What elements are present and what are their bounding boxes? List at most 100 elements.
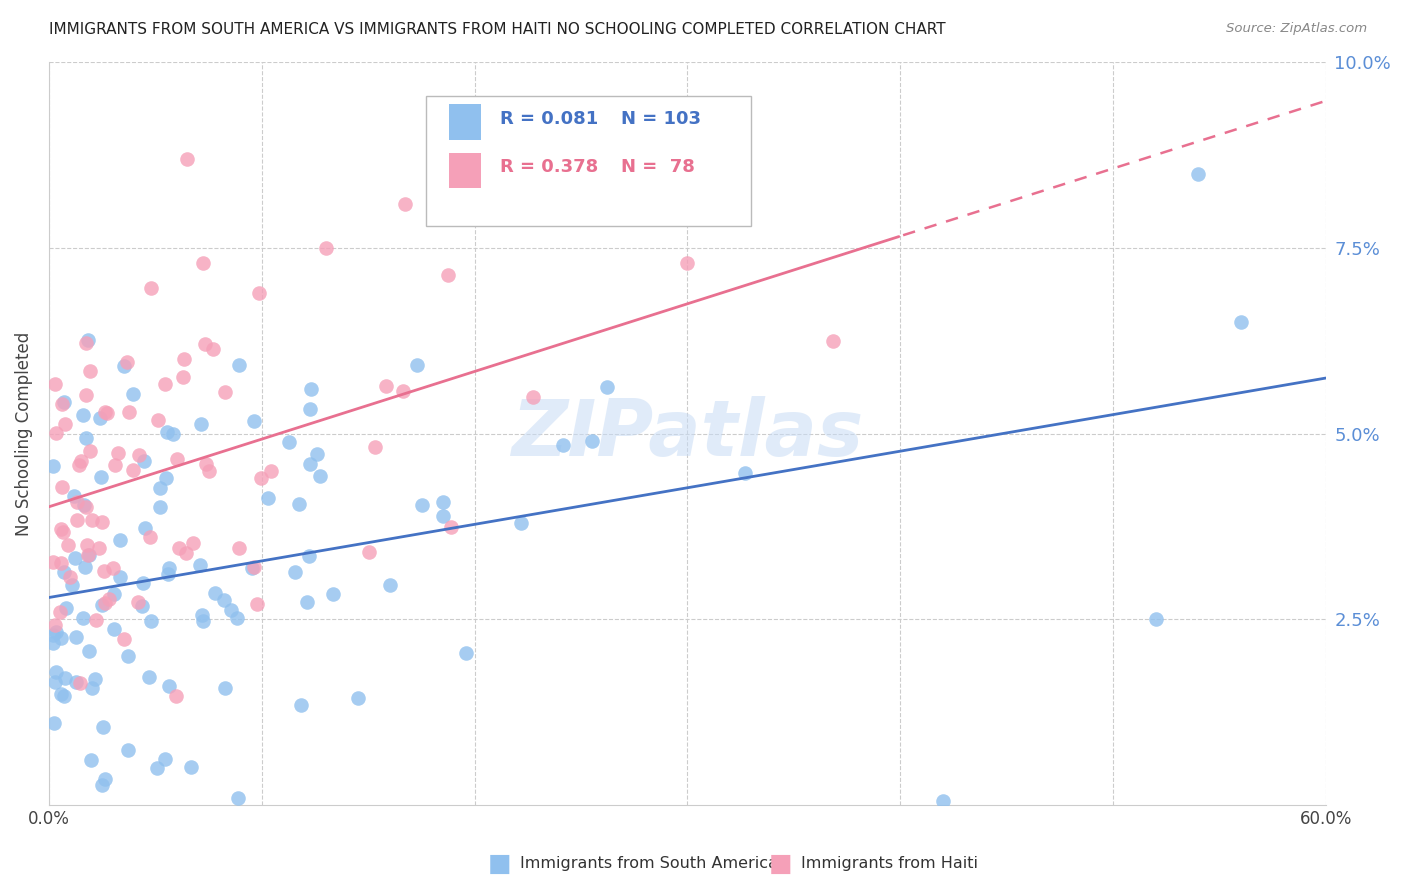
Point — [156, 567, 179, 582]
Point — [52, 565, 75, 579]
Point — [45, 426, 67, 441]
Point — [51, 522, 73, 536]
Point — [734, 466, 756, 480]
Point — [107, 446, 129, 460]
Point — [52, 395, 75, 409]
Point — [298, 401, 321, 416]
Point — [157, 679, 180, 693]
Point — [103, 561, 125, 575]
Point — [219, 603, 242, 617]
Point — [440, 520, 463, 534]
Point — [73, 559, 96, 574]
Point — [72, 611, 94, 625]
Point — [112, 632, 135, 647]
Point — [242, 414, 264, 428]
Point — [932, 794, 955, 808]
Point — [141, 280, 163, 294]
Point — [53, 417, 76, 432]
Point — [166, 451, 188, 466]
Point — [93, 565, 115, 579]
Point — [307, 447, 329, 461]
Point — [94, 772, 117, 786]
Point — [406, 359, 429, 373]
Point — [364, 440, 387, 454]
Point — [66, 513, 89, 527]
Point — [226, 790, 249, 805]
Text: ZIPatlas: ZIPatlas — [512, 396, 863, 472]
Point — [250, 471, 273, 485]
Point — [454, 646, 477, 660]
Point — [138, 670, 160, 684]
Point — [190, 417, 212, 431]
Point — [94, 405, 117, 419]
Bar — [449, 153, 481, 188]
Point — [155, 377, 177, 392]
Point — [49, 605, 72, 619]
Point — [108, 533, 131, 548]
Point — [155, 470, 177, 484]
Point — [69, 454, 91, 468]
Point — [122, 387, 145, 401]
Text: ■: ■ — [769, 852, 792, 875]
Point — [596, 380, 619, 394]
Point — [510, 516, 533, 530]
Point — [139, 615, 162, 629]
Point — [298, 549, 321, 563]
Point — [149, 500, 172, 514]
Point — [191, 256, 214, 270]
Point — [173, 352, 195, 367]
Point — [77, 333, 100, 347]
Point — [259, 464, 281, 478]
Point — [204, 585, 226, 599]
Point — [551, 437, 574, 451]
Point — [193, 614, 215, 628]
Text: Source: ZipAtlas.com: Source: ZipAtlas.com — [1226, 22, 1367, 36]
Point — [51, 631, 73, 645]
Point — [131, 576, 153, 591]
Point — [96, 406, 118, 420]
Point — [146, 413, 169, 427]
Point — [75, 388, 97, 402]
Point — [49, 686, 72, 700]
Point — [299, 382, 322, 396]
Point — [42, 627, 65, 641]
Text: R = 0.378: R = 0.378 — [499, 158, 598, 176]
Point — [66, 494, 89, 508]
Point — [73, 498, 96, 512]
Point — [51, 397, 73, 411]
Point — [42, 636, 65, 650]
Point — [359, 544, 381, 558]
Point — [45, 625, 67, 640]
Point — [194, 337, 217, 351]
Text: N =  78: N = 78 — [621, 158, 695, 176]
Point — [315, 241, 337, 255]
Point — [53, 689, 76, 703]
Point — [172, 369, 194, 384]
Point — [149, 481, 172, 495]
Text: IMMIGRANTS FROM SOUTH AMERICA VS IMMIGRANTS FROM HAITI NO SCHOOLING COMPLETED CO: IMMIGRANTS FROM SOUTH AMERICA VS IMMIGRA… — [49, 22, 946, 37]
Point — [322, 586, 344, 600]
Point — [162, 427, 184, 442]
Point — [155, 752, 177, 766]
Text: ■: ■ — [488, 852, 510, 875]
Point — [214, 681, 236, 696]
Point — [394, 196, 416, 211]
Point — [1144, 612, 1167, 626]
Point — [823, 334, 845, 349]
Point — [75, 336, 97, 351]
Point — [75, 500, 97, 514]
Point — [44, 376, 66, 391]
Point — [228, 358, 250, 372]
Point — [165, 690, 187, 704]
Point — [194, 457, 217, 471]
Point — [52, 524, 75, 539]
Point — [76, 548, 98, 562]
Point — [284, 565, 307, 579]
Point — [76, 537, 98, 551]
Point — [247, 285, 270, 300]
Point — [90, 470, 112, 484]
Point — [89, 411, 111, 425]
Point — [134, 521, 156, 535]
Point — [201, 342, 224, 356]
Point — [94, 596, 117, 610]
